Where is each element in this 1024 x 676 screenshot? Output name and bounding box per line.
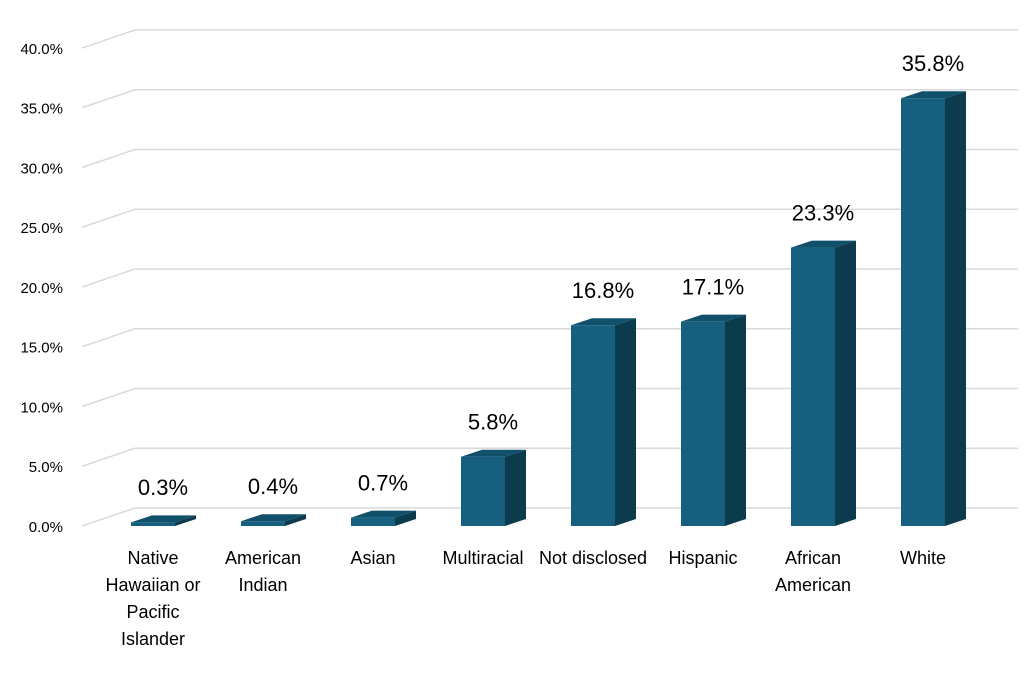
bar-side [835, 240, 856, 526]
y-tick-label: 5.0% [29, 459, 63, 476]
bar-top [901, 91, 966, 99]
x-tick-label: Hispanic [668, 548, 738, 568]
x-tick-label: American Indian [224, 548, 302, 595]
bar [681, 321, 725, 526]
x-tick-label: Multiracial [442, 548, 524, 568]
bar-top [351, 510, 416, 518]
grid-line [81, 148, 1018, 169]
bar [351, 517, 395, 526]
bar [131, 522, 175, 526]
data-label: 0.7% [358, 470, 408, 495]
y-tick-label: 40.0% [20, 41, 63, 58]
bar-side [285, 514, 306, 526]
x-tick-label: Not disclosed [538, 548, 648, 568]
y-tick-label: 20.0% [20, 280, 63, 297]
data-label: 17.1% [682, 274, 744, 299]
bar-side [505, 449, 526, 526]
grid-line [81, 208, 1018, 228]
grid-line [81, 29, 1018, 49]
data-label: 0.4% [248, 474, 298, 499]
bar-top [131, 515, 196, 523]
y-tick-label: 0.0% [29, 519, 63, 536]
bar-top [461, 449, 526, 457]
data-label: 23.3% [792, 200, 854, 225]
grid-line [81, 507, 1018, 527]
bar [241, 521, 285, 526]
bar-side [395, 510, 416, 526]
x-tick-label: Native Hawaiian or Pacific Islander [105, 548, 201, 649]
y-tick-label: 15.0% [20, 340, 63, 357]
bar-side [615, 318, 636, 526]
bar-top [241, 514, 306, 522]
bar-side [945, 91, 966, 526]
bar [901, 98, 945, 526]
grid-line [81, 89, 1018, 109]
y-tick-label: 25.0% [20, 220, 63, 237]
bar-top [571, 318, 636, 326]
data-label: 5.8% [468, 410, 518, 435]
y-tick-label: 30.0% [20, 160, 63, 177]
x-tick-label: White [899, 548, 946, 568]
grid-line [81, 268, 1018, 288]
x-tick-label: African American [774, 548, 852, 595]
data-label: 0.3% [138, 475, 188, 500]
y-tick-label: 35.0% [20, 101, 63, 118]
bar-side [175, 515, 196, 526]
bar [461, 456, 505, 526]
bar-top [681, 314, 746, 322]
bar-side [725, 314, 746, 526]
data-label: 35.8% [902, 51, 964, 76]
bar [791, 247, 835, 526]
bar-top [791, 240, 856, 248]
grid-line [81, 328, 1018, 348]
bar [571, 325, 615, 526]
data-label: 16.8% [572, 278, 634, 303]
grid-line [81, 387, 1018, 408]
y-tick-label: 10.0% [20, 399, 63, 416]
grid-line [81, 447, 1018, 467]
x-tick-label: Asian [350, 548, 396, 568]
